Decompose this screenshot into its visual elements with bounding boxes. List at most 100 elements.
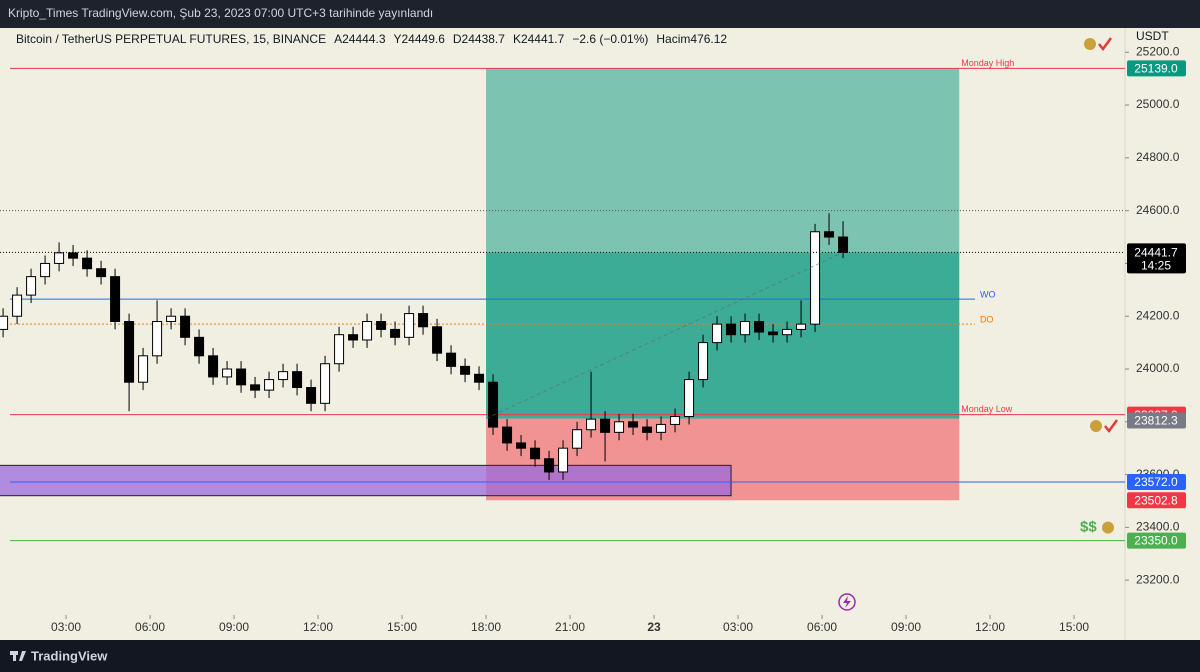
y-tick-label: 24000.0 — [1136, 361, 1180, 375]
y-tick-label: 23200.0 — [1136, 572, 1180, 586]
candle — [40, 255, 51, 285]
candle — [278, 363, 289, 388]
candle — [782, 321, 793, 343]
candle-body — [502, 426, 513, 444]
candle-body — [96, 268, 107, 278]
legend-item: A24444.3 — [334, 32, 386, 46]
candle-body — [278, 371, 289, 381]
level-price-tag: 25139.0 — [1134, 62, 1178, 76]
candle — [698, 334, 709, 388]
candle — [530, 440, 541, 467]
x-tick-label: 21:00 — [555, 620, 585, 634]
candle-body — [180, 315, 191, 338]
candle — [418, 305, 429, 335]
candle-body — [82, 257, 93, 270]
check-icon — [1104, 419, 1119, 434]
candle — [152, 300, 163, 364]
candle — [670, 408, 681, 433]
candle-body — [796, 323, 807, 330]
y-tick-label: 25000.0 — [1136, 97, 1180, 111]
candle — [810, 223, 821, 333]
level-name: Monday Low — [961, 404, 1013, 414]
candle — [768, 324, 779, 343]
candle-body — [768, 331, 779, 336]
candle-body — [488, 381, 499, 428]
candle-body — [600, 418, 611, 433]
legend-item: −2.6 (−0.01%) — [572, 32, 648, 46]
candle-body — [124, 321, 135, 383]
candle — [390, 321, 401, 346]
x-tick-label: 06:00 — [135, 620, 165, 634]
level-name: Monday High — [961, 58, 1014, 68]
candle — [488, 374, 499, 435]
candle — [68, 244, 79, 267]
entry-price-tag-bg — [1127, 412, 1186, 429]
money-bag-icon — [1102, 521, 1114, 534]
y-tick-label: 23400.0 — [1136, 520, 1180, 534]
candle — [544, 450, 555, 480]
legend-item: Y24449.6 — [394, 32, 446, 46]
candle-body — [530, 447, 541, 460]
candle-body — [824, 231, 835, 238]
candle — [460, 358, 471, 383]
candle-body — [54, 252, 65, 264]
candle-body — [754, 321, 765, 333]
candle-body — [460, 365, 471, 375]
x-tick-label: 06:00 — [807, 620, 837, 634]
entry-price-tag: 23812.3 — [1134, 414, 1178, 428]
candle-body — [110, 276, 121, 323]
candle — [292, 363, 303, 396]
candle-body — [418, 313, 429, 328]
candle-body — [362, 321, 373, 341]
candle-body — [166, 315, 177, 322]
candle — [180, 308, 191, 346]
candle-body — [152, 321, 163, 357]
candle — [110, 268, 121, 330]
candle-body — [40, 262, 51, 278]
candle — [250, 376, 261, 399]
stop-price-tag: 23502.8 — [1134, 493, 1178, 507]
stop-price-tag-bg — [1127, 492, 1186, 509]
y-tick-label: 25200.0 — [1136, 44, 1180, 58]
candle-body — [348, 334, 359, 341]
money-bag-icon — [1090, 420, 1102, 432]
candle — [684, 371, 695, 425]
profit-reached — [486, 252, 960, 419]
candle-body — [334, 334, 345, 365]
candle — [0, 308, 9, 338]
candle — [138, 347, 149, 391]
legend-item: K24441.7 — [513, 32, 565, 46]
candle — [208, 347, 219, 385]
top-bar — [0, 0, 1200, 28]
candle — [96, 260, 107, 285]
publish-note: Kripto_Times TradingView.com, Şub 23, 20… — [8, 6, 433, 20]
candle-body — [376, 321, 387, 330]
candle — [656, 416, 667, 441]
candle-body — [26, 276, 37, 296]
candle-body — [838, 236, 849, 253]
candle — [516, 434, 527, 457]
level-price-tag: 23350.0 — [1134, 534, 1178, 548]
candle — [628, 413, 639, 435]
x-tick-label: 12:00 — [975, 620, 1005, 634]
footer-brand: TradingView — [31, 648, 108, 663]
y-tick-label: 24600.0 — [1136, 203, 1180, 217]
candle — [432, 318, 443, 362]
x-tick-label: 03:00 — [723, 620, 753, 634]
level-price-tag-bg — [1127, 473, 1186, 490]
candle-body — [446, 352, 457, 367]
candle-body — [208, 355, 219, 378]
candle-body — [306, 386, 317, 404]
candle — [82, 250, 93, 277]
candle-body — [194, 336, 205, 357]
candle-body — [572, 429, 583, 449]
candle — [236, 361, 247, 393]
alert-icon[interactable] — [838, 593, 856, 611]
candle — [572, 421, 583, 457]
candle — [474, 366, 485, 391]
x-tick-label: 18:00 — [471, 620, 501, 634]
candle-body — [320, 363, 331, 404]
level-name: WO — [980, 289, 996, 299]
candle — [796, 300, 807, 338]
